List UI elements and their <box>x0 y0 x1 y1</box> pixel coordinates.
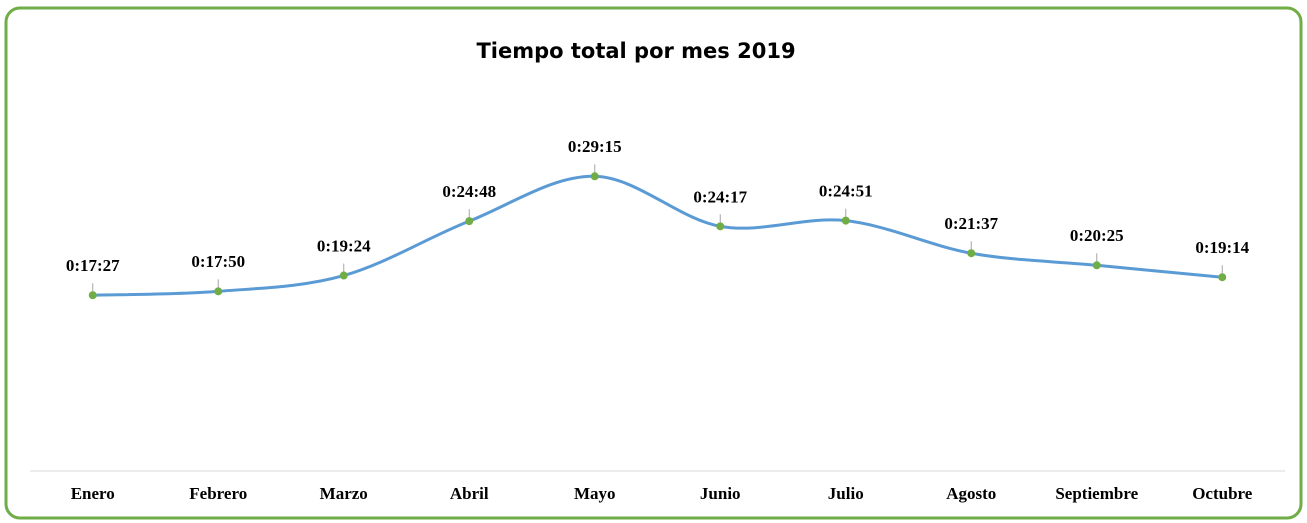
chart-title: Tiempo total por mes 2019 <box>476 39 795 63</box>
line <box>91 174 1224 297</box>
marker <box>88 291 97 300</box>
x-tick-label: Julio <box>828 484 864 503</box>
x-tick-label: Mayo <box>574 484 616 503</box>
marker <box>967 249 976 258</box>
data-label: 0:20:25 <box>1070 226 1124 245</box>
x-tick-label: Octubre <box>1192 484 1253 503</box>
marker <box>716 222 725 231</box>
data-label: 0:21:37 <box>944 214 998 233</box>
x-tick-label: Febrero <box>189 484 247 503</box>
marker <box>841 216 850 225</box>
data-label: 0:19:24 <box>317 236 371 255</box>
x-tick-label: Junio <box>700 484 741 503</box>
data-label: 0:17:50 <box>191 252 245 271</box>
data-label: 0:19:14 <box>1195 238 1249 257</box>
marker <box>1218 273 1227 282</box>
marker <box>1092 261 1101 270</box>
data-label: 0:17:27 <box>66 256 120 275</box>
data-label: 0:24:17 <box>693 187 747 206</box>
chart-frame <box>4 6 1303 520</box>
marker <box>590 172 599 181</box>
marker <box>214 287 223 296</box>
x-tick-label: Abril <box>450 484 489 503</box>
x-tick-label: Septiembre <box>1055 484 1138 503</box>
data-label: 0:29:15 <box>568 137 622 156</box>
data-label: 0:24:51 <box>819 182 873 201</box>
data-label: 0:24:48 <box>442 182 496 201</box>
marker <box>339 271 348 280</box>
x-tick-label: Agosto <box>946 484 996 503</box>
x-tick-label: Marzo <box>320 484 368 503</box>
marker <box>465 217 474 226</box>
x-tick-label: Enero <box>71 484 115 503</box>
